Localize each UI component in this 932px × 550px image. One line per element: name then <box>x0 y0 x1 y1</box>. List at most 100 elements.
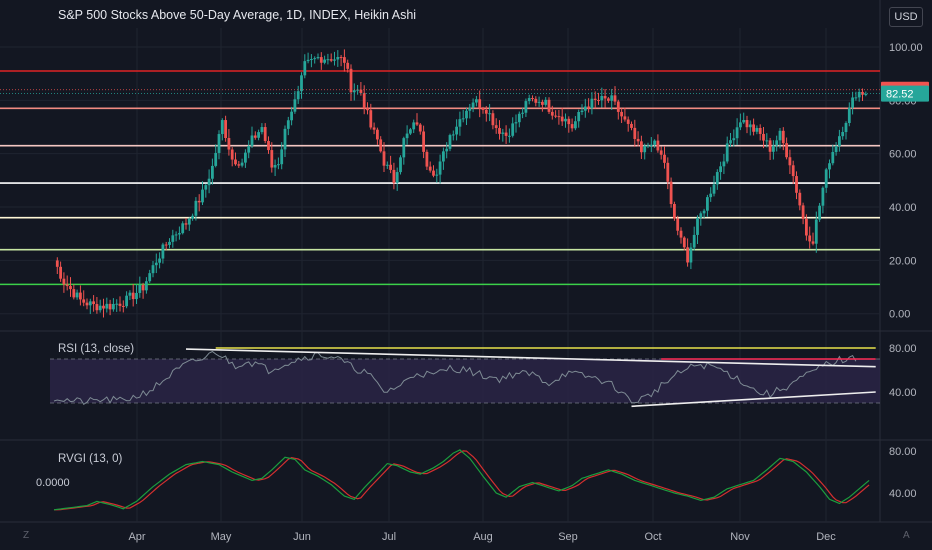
x-tick-label: Oct <box>644 531 661 543</box>
candle-body <box>712 184 716 194</box>
candle-body <box>392 169 396 183</box>
candle-body <box>729 140 732 144</box>
candle-body <box>313 58 317 60</box>
candle-body <box>583 106 587 111</box>
candle-body <box>164 244 168 246</box>
candle-body <box>201 189 204 203</box>
candle-body <box>382 151 386 166</box>
candle-body <box>550 111 554 116</box>
auto-scale-button[interactable]: A <box>903 530 910 541</box>
x-tick-label: May <box>211 531 232 543</box>
chart-title: S&P 500 Stocks Above 50-Day Average, 1D,… <box>58 8 417 22</box>
candle-body <box>821 187 825 206</box>
candle-body <box>145 281 148 291</box>
candle-body <box>385 164 389 166</box>
candle-body <box>435 174 439 176</box>
candle-body <box>504 132 508 136</box>
candle-body <box>197 200 201 203</box>
candle-body <box>643 145 647 153</box>
candle-body <box>808 235 812 242</box>
candle-body <box>158 258 161 263</box>
candle-body <box>125 295 128 307</box>
candle-body <box>118 303 122 306</box>
x-tick-label: Jun <box>293 531 311 543</box>
candle-body <box>379 139 383 152</box>
candle-body <box>630 123 633 128</box>
candle-body <box>300 75 303 92</box>
candle-body <box>534 98 538 103</box>
candle-body <box>748 124 752 128</box>
candle-body <box>600 96 604 101</box>
candle-body <box>715 172 719 185</box>
currency-button[interactable]: USD <box>889 7 923 27</box>
candle-body <box>739 122 742 128</box>
candle-body <box>824 169 828 188</box>
candle-body <box>135 292 138 300</box>
candle-body <box>237 164 241 166</box>
candle-body <box>244 152 247 163</box>
candle-body <box>669 181 673 205</box>
candle-body <box>673 204 676 219</box>
candle-body <box>656 140 660 151</box>
candle-body <box>131 292 135 300</box>
candle-body <box>85 302 89 306</box>
candle-body <box>352 90 356 93</box>
candle-body <box>178 233 181 235</box>
candle-body <box>115 303 119 305</box>
candle-body <box>844 122 848 133</box>
candle-body <box>537 101 541 103</box>
candle-body <box>475 99 478 103</box>
candle-body <box>448 135 452 149</box>
candle-body <box>240 162 244 166</box>
candle-body <box>811 241 815 244</box>
candle-body <box>303 61 307 76</box>
candle-body <box>369 110 373 128</box>
candle-body <box>227 138 231 150</box>
candle-body <box>280 149 284 165</box>
candle-body <box>161 244 165 259</box>
candle-body <box>795 176 798 193</box>
y-tick-label: 20.00 <box>889 255 917 267</box>
candle-body <box>666 162 670 182</box>
candle-body <box>706 197 709 211</box>
zoom-reset-button[interactable]: Z <box>23 530 30 541</box>
candle-body <box>616 101 620 112</box>
x-tick-label: Nov <box>730 531 750 543</box>
candle-body <box>696 217 699 235</box>
x-tick-label: Apr <box>128 531 145 543</box>
candle-body <box>267 140 270 151</box>
candle-body <box>484 109 488 114</box>
candle-body <box>649 144 653 146</box>
candle-body <box>376 129 379 140</box>
candle-body <box>263 127 267 141</box>
candle-body <box>640 141 643 153</box>
candle-body <box>333 59 336 61</box>
rsi-y-tick-label: 40.00 <box>889 387 917 399</box>
candle-body <box>689 247 693 263</box>
candle-body <box>283 128 287 150</box>
candle-body <box>857 91 861 98</box>
candle-body <box>168 241 171 245</box>
candle-body <box>841 132 845 137</box>
candle-body <box>620 111 623 117</box>
candle-body <box>455 126 458 135</box>
candle-body <box>191 215 194 219</box>
candle-body <box>319 57 323 63</box>
candle-body <box>527 98 531 102</box>
candle-body <box>59 266 62 279</box>
candle-body <box>395 172 399 183</box>
x-tick-label: Dec <box>816 531 836 543</box>
candle-body <box>547 99 551 112</box>
candle-body <box>432 170 435 176</box>
candle-body <box>653 140 656 145</box>
candle-body <box>154 262 158 266</box>
candle-body <box>138 284 142 293</box>
candle-body <box>722 161 726 167</box>
candle-body <box>250 135 254 146</box>
candle-body <box>234 159 237 165</box>
candle-body <box>659 150 663 155</box>
candle-body <box>597 99 600 101</box>
candle-body <box>699 213 703 218</box>
candle-body <box>257 132 260 138</box>
